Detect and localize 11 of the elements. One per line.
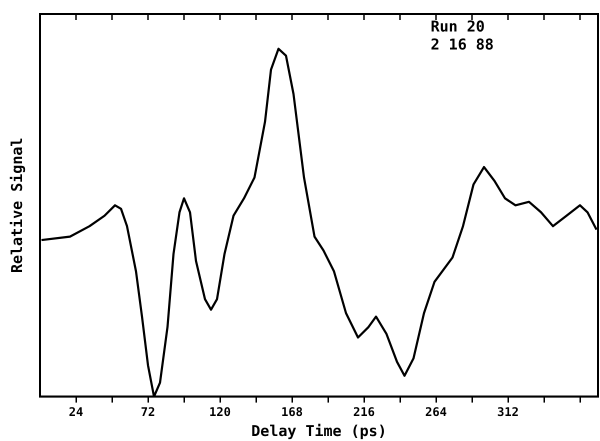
x-tick-label: 168 — [281, 404, 303, 419]
x-tick-label: 72 — [140, 404, 156, 419]
x-tick-label: 264 — [425, 404, 447, 419]
annotation: 2 16 88 — [430, 35, 494, 54]
x-tick-label: 312 — [497, 404, 519, 419]
x-axis-title: Delay Time (ps) — [251, 422, 387, 440]
text: Run 20 — [430, 17, 485, 36]
x-tick-label: 216 — [353, 404, 375, 419]
y-axis-title: Relative Signal — [8, 138, 26, 274]
x-tick-label: 120 — [209, 404, 231, 419]
x-tick-label: 24 — [68, 404, 84, 419]
